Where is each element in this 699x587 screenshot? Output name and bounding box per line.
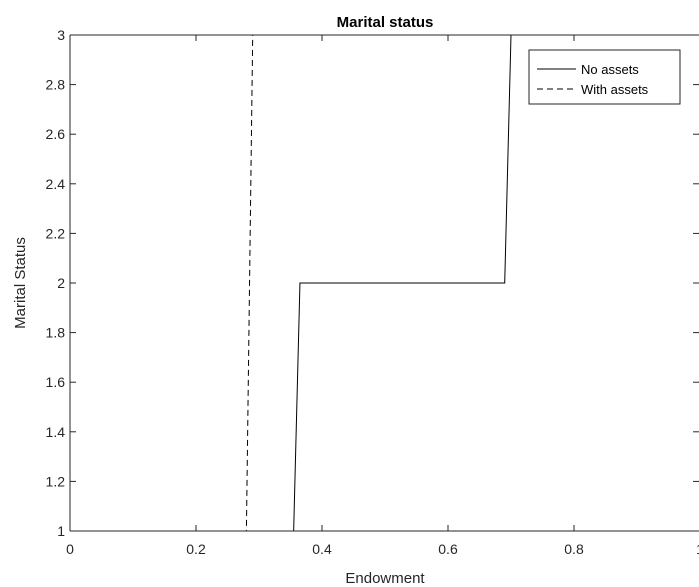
y-tick-label: 1.4: [46, 424, 66, 440]
x-tick-label: 0.4: [312, 541, 332, 557]
chart-title: Marital status: [337, 14, 434, 31]
x-tick-label: 0: [66, 541, 74, 557]
y-axis-label: Marital Status: [12, 237, 29, 329]
x-tick-label: 0.6: [438, 541, 458, 557]
x-tick-label: 1: [696, 541, 699, 557]
ticks-layer: 0 0.2 0.4 0.6 0.8 1 1 1.2 1.4 1.6 1.8 2 2.2 2.4 2.6 2.8…: [46, 27, 699, 557]
y-tick-label: 2.4: [46, 176, 66, 192]
y-tick-label: 1: [57, 523, 65, 539]
legend-box: [528, 49, 681, 105]
x-tick-label: 0.2: [186, 541, 206, 557]
legend: No assets With assets: [528, 49, 681, 105]
y-tick-label: 1.6: [46, 374, 66, 390]
y-tick-label: 2.6: [46, 126, 66, 142]
y-tick-label: 3: [57, 27, 65, 43]
legend-label-no-assets: No assets: [581, 62, 639, 77]
x-tick-label: 0.8: [564, 541, 584, 557]
y-tick-label: 2.2: [46, 225, 66, 241]
y-tick-label: 1.8: [46, 325, 66, 341]
y-tick-label: 1.2: [46, 473, 66, 489]
legend-label-with-assets: With assets: [581, 82, 649, 97]
y-tick-label: 2.8: [46, 77, 66, 93]
y-tick-label: 2: [57, 275, 65, 291]
x-axis-label: Endowment: [345, 570, 425, 587]
